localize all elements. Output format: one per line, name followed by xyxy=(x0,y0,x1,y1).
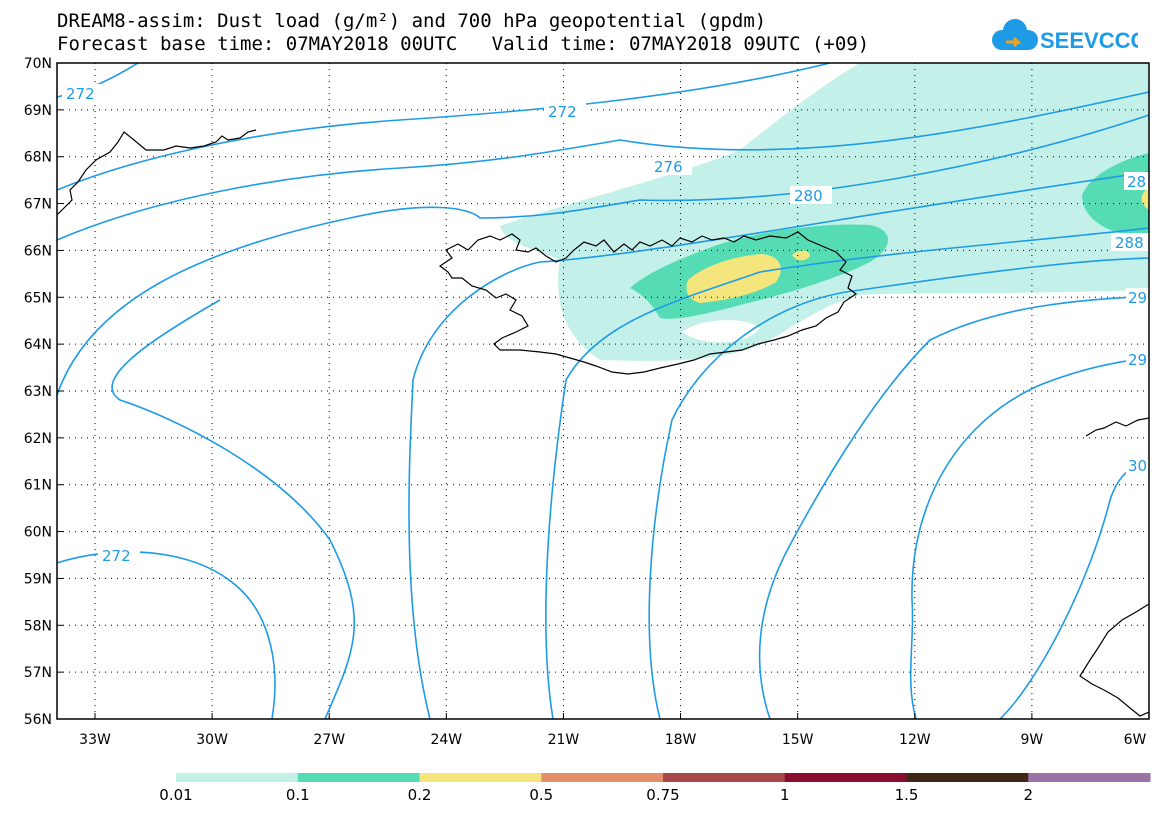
latitude-label: 70N xyxy=(24,56,52,72)
latitude-labels: 70N 69N 68N 67N 66N 65N 64N 63N 62N 61N 60N 59N 58N 5… xyxy=(24,56,63,728)
contour-284 xyxy=(408,171,1149,719)
map-title: DREAM8-assim: Dust load (g/m²) and 700 h… xyxy=(57,10,767,32)
contour-272-south xyxy=(57,551,276,719)
colorbar-swatch xyxy=(1028,773,1151,782)
latitude-label: 63N xyxy=(24,384,52,400)
contour-label: 29 xyxy=(1128,289,1147,307)
contour-280 xyxy=(57,114,1149,396)
geopotential-contours xyxy=(57,63,1149,719)
colorbar-swatch xyxy=(419,773,542,782)
dust-level-02-spot xyxy=(792,250,810,261)
contour-label: 28 xyxy=(1127,173,1146,191)
contour-292 xyxy=(648,257,1149,719)
contour-label: 280 xyxy=(794,187,823,205)
contour-label: 276 xyxy=(654,158,683,176)
contour-288 xyxy=(545,227,1149,719)
colorbar-label: 0.1 xyxy=(286,786,310,804)
iceland-coast xyxy=(438,231,858,375)
contour-300 xyxy=(909,357,1149,719)
colorbar xyxy=(176,773,1151,782)
longitude-label: 33W xyxy=(79,732,111,748)
latitude-label: 67N xyxy=(24,197,52,213)
colorbar-swatch xyxy=(541,773,664,782)
faroe-shetland-coast xyxy=(1085,417,1149,437)
latitude-label: 66N xyxy=(24,243,52,259)
contour-label: 272 xyxy=(102,547,131,565)
contour-label: 29 xyxy=(1128,351,1147,369)
contour-272 xyxy=(57,63,831,191)
dust-level-001 xyxy=(500,63,1149,361)
latitude-label: 65N xyxy=(24,290,52,306)
contour-label: 30 xyxy=(1128,457,1147,475)
colorbar-label: 2 xyxy=(1023,786,1033,804)
cloud-arrow-icon xyxy=(992,19,1038,50)
latitude-label: 57N xyxy=(24,665,52,681)
longitude-label: 18W xyxy=(665,732,697,748)
contour-label: 288 xyxy=(1115,234,1144,252)
longitude-label: 12W xyxy=(899,732,931,748)
latitude-label: 69N xyxy=(24,103,52,119)
forecast-time-subtitle: Forecast base time: 07MAY2018 00UTC Vali… xyxy=(57,33,870,55)
colorbar-swatch xyxy=(663,773,786,782)
colorbar-swatch xyxy=(297,773,420,782)
contour-trough xyxy=(111,299,355,719)
contour-276 xyxy=(57,91,1149,241)
latitude-label: 59N xyxy=(24,571,52,587)
longitude-label: 27W xyxy=(313,732,345,748)
colorbar-swatch xyxy=(176,773,299,782)
dust-shading xyxy=(500,63,1149,361)
latitude-label: 58N xyxy=(24,618,52,634)
longitude-label: 30W xyxy=(196,732,228,748)
colorbar-label: 0.75 xyxy=(646,786,679,804)
colorbar-label: 0.01 xyxy=(159,786,192,804)
lat-lon-grid xyxy=(57,63,1149,719)
longitude-label: 6W xyxy=(1124,732,1147,748)
longitude-label: 15W xyxy=(782,732,814,748)
latitude-label: 64N xyxy=(24,337,52,353)
seevccc-logo: SEEVCCC xyxy=(992,19,1138,53)
colorbar-swatch xyxy=(784,773,907,782)
latitude-label: 56N xyxy=(24,712,52,728)
longitude-label: 21W xyxy=(548,732,580,748)
longitude-label: 24W xyxy=(430,732,462,748)
longitude-label: 9W xyxy=(1021,732,1044,748)
dust-level-001-patch xyxy=(682,320,760,343)
dust-level-02 xyxy=(686,254,781,303)
scotland-coast xyxy=(1079,603,1149,717)
dust-level-02-east xyxy=(1141,188,1149,210)
contour-304 xyxy=(999,463,1149,719)
colorbar-label: 0.2 xyxy=(408,786,432,804)
colorbar-swatch xyxy=(906,773,1029,782)
colorbar-label: 1.5 xyxy=(895,786,919,804)
longitude-labels: 33W 30W 27W 24W 21W 18W 15W 12W 9W 6W xyxy=(79,713,1150,748)
coastlines xyxy=(57,129,1149,717)
latitude-label: 60N xyxy=(24,525,52,541)
latitude-label: 61N xyxy=(24,478,52,494)
latitude-label: 62N xyxy=(24,431,52,447)
colorbar-label: 0.5 xyxy=(529,786,553,804)
logo-text: SEEVCCC xyxy=(1040,28,1138,53)
colorbar-labels: 0.01 0.1 0.2 0.5 0.75 1 1.5 2 xyxy=(159,786,1033,804)
contour-label: 272 xyxy=(548,103,577,121)
latitude-label: 68N xyxy=(24,150,52,166)
colorbar-label: 1 xyxy=(780,786,790,804)
contour-296 xyxy=(758,295,1149,719)
greenland-coast xyxy=(57,129,257,216)
contour-label: 272 xyxy=(66,85,95,103)
contour-labels: 272 272 276 280 28 288 29 29 30 272 xyxy=(62,84,1149,565)
